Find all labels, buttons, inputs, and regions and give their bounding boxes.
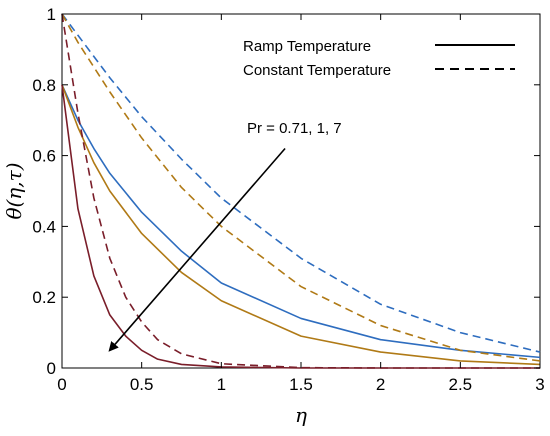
y-tick-label-2: 0.4 <box>32 217 56 236</box>
x-tick-label-0: 0 <box>57 375 66 394</box>
y-axis-label: θ(η,τ) <box>2 162 26 219</box>
x-tick-label-2: 1 <box>217 375 226 394</box>
legend-label-ramp: Ramp Temperature <box>243 38 371 55</box>
x-tick-label-6: 3 <box>535 375 544 394</box>
annotation-text: Pr = 0.71, 1, 7 <box>247 120 342 137</box>
y-tick-label-0: 0 <box>47 359 56 378</box>
x-tick-label-3: 1.5 <box>289 375 313 394</box>
annotation: Pr = 0.71, 1, 7 <box>108 120 342 352</box>
y-tick-label-4: 0.8 <box>32 76 56 95</box>
annotation-arrow <box>108 147 286 352</box>
x-tick-label-1: 0.5 <box>130 375 154 394</box>
series-line-solid-0 <box>61 84 541 359</box>
series-line-dashed-5 <box>61 13 540 369</box>
x-tick-label-5: 2.5 <box>449 375 473 394</box>
ticks-group: 0 0.5 1 1.5 2 2.5 3 0 0.2 0.4 0.6 0.8 1 <box>32 5 544 394</box>
y-tick-label-1: 0.2 <box>32 288 56 307</box>
series-line-solid-1 <box>61 84 541 366</box>
x-axis-label: η <box>295 403 307 427</box>
y-tick-label-5: 1 <box>47 5 56 24</box>
curves-group <box>61 13 541 369</box>
legend-label-constant: Constant Temperature <box>243 62 391 79</box>
y-tick-label-3: 0.6 <box>32 147 56 166</box>
series-line-solid-2 <box>61 84 540 369</box>
legend: Ramp Temperature Constant Temperature <box>243 38 515 79</box>
series-line-dashed-3 <box>61 13 541 353</box>
x-tick-label-4: 2 <box>376 375 385 394</box>
series-line-dashed-4 <box>61 13 541 362</box>
